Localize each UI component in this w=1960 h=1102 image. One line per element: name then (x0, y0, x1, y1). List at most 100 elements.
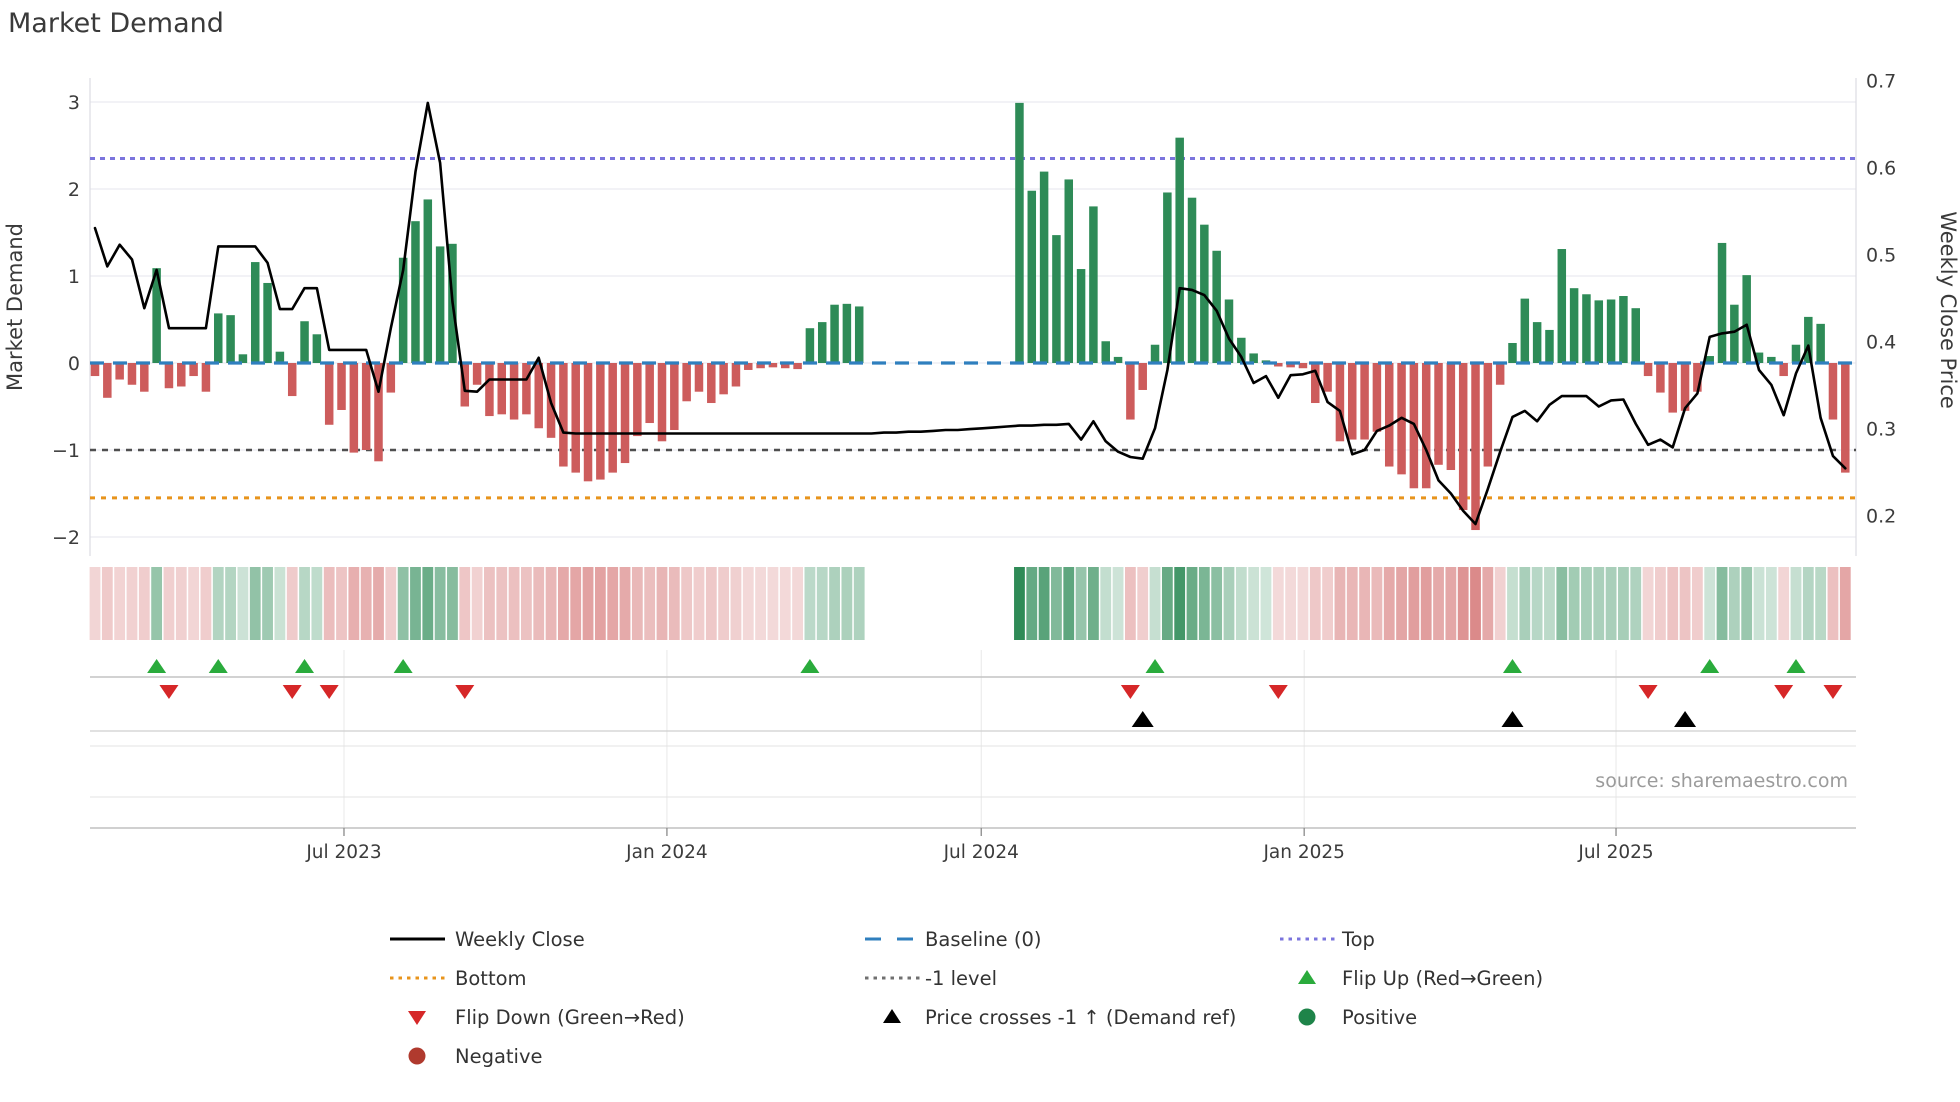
flip-up-marker (1502, 659, 1522, 673)
demand-bar (657, 363, 667, 442)
y-tick-label-right: 0.7 (1866, 70, 1896, 92)
heatmap-cell (1285, 567, 1297, 640)
demand-bar (189, 363, 198, 377)
heatmap-cell (570, 567, 582, 640)
legend-item-label: Baseline (0) (925, 928, 1042, 951)
heatmap-cell (138, 567, 150, 640)
heatmap-cell (841, 567, 853, 640)
heatmap-cell (422, 567, 434, 640)
flip-down-marker (159, 685, 179, 699)
demand-bar (250, 262, 260, 363)
y-tick-label-left: 3 (68, 92, 80, 114)
heatmap-cell (1161, 567, 1173, 640)
y-tick-label-right: 0.3 (1866, 418, 1896, 440)
demand-bar (682, 363, 691, 402)
heatmap-cell (175, 567, 187, 640)
demand-bar (1569, 288, 1579, 363)
heatmap-cell (1186, 567, 1198, 640)
heatmap-cell (1371, 567, 1383, 640)
demand-bar (1532, 322, 1542, 363)
demand-bar (1742, 275, 1751, 363)
demand-bar (1717, 242, 1727, 363)
heatmap-cell (1396, 567, 1407, 640)
heatmap-cell (681, 567, 693, 640)
heatmap-cell (1482, 567, 1494, 640)
heatmap-cell (1088, 567, 1099, 640)
demand-bar (411, 221, 420, 363)
heatmap-cell (779, 567, 791, 640)
heatmap-cell (730, 567, 742, 640)
heatmap-cell (1741, 567, 1753, 640)
demand-bar (1237, 337, 1246, 363)
heatmap-cell (1507, 567, 1518, 640)
demand-bar (1446, 363, 1456, 471)
legend-swatch-triangle-up (883, 1009, 901, 1023)
legend-item-label: Flip Down (Green→Red) (455, 1006, 685, 1029)
demand-bar (435, 246, 445, 363)
heatmap-cell (816, 567, 828, 640)
demand-bar (559, 363, 568, 467)
demand-bar (1816, 323, 1825, 363)
y-tick-label-right: 0.5 (1866, 244, 1896, 266)
heatmap-cell (705, 567, 717, 640)
heatmap-cell (1827, 567, 1839, 640)
heatmap-cell (1568, 567, 1580, 640)
flip-up-marker (1145, 659, 1165, 673)
demand-bar (1372, 363, 1382, 432)
heatmap-cell (1211, 567, 1223, 640)
heatmap-cell (101, 567, 113, 640)
heatmap-cell (471, 567, 483, 640)
flip-down-marker (455, 685, 475, 699)
demand-bar (201, 363, 211, 392)
heatmap-cell (348, 567, 360, 640)
heatmap-cell (1038, 567, 1050, 640)
demand-bar (1730, 304, 1739, 363)
heatmap-cell (1790, 567, 1802, 640)
heatmap-cell (1778, 567, 1790, 640)
heatmap-cell (114, 567, 126, 640)
heatmap-cell (792, 567, 803, 640)
gridlines (89, 78, 1857, 556)
legend-swatch-circle (1298, 1008, 1316, 1026)
demand-bar (1434, 363, 1443, 465)
demand-bar (1693, 363, 1702, 392)
heatmap-cell (1124, 567, 1136, 640)
page-title: Market Demand (8, 8, 224, 39)
tick-labels: Jul 2023 Jan 2024 Jul 2024 Jan 2025 Jul 2025… (52, 70, 1896, 863)
demand-bar (90, 363, 100, 377)
x-tick-label: Jan 2024 (625, 842, 707, 863)
heatmap-cell (1457, 567, 1469, 640)
heatmap-cell (89, 567, 101, 640)
heatmap-cell (1728, 567, 1740, 640)
demand-bar (1150, 344, 1160, 363)
demand-bar (1483, 363, 1493, 467)
heatmap-cell (459, 567, 471, 640)
heatmap-cell (1137, 567, 1149, 640)
demand-bar (1594, 300, 1604, 363)
heatmap-cell (447, 567, 458, 640)
demand-bar (633, 363, 642, 437)
reference-lines (90, 157, 1856, 500)
y-tick-label-right: 0.6 (1866, 157, 1896, 179)
heatmap-cell (1100, 567, 1112, 640)
demand-bar (337, 363, 346, 410)
demand-bar (1163, 192, 1172, 363)
x-tick-label: Jul 2024 (943, 842, 1019, 863)
heatmap-cell (1581, 567, 1592, 640)
demand-bar (1471, 363, 1480, 531)
demand-bar (1249, 353, 1258, 363)
heatmap-cell (1272, 567, 1284, 640)
heatmap-cell (1605, 567, 1617, 640)
demand-bar (1557, 249, 1567, 363)
heatmap-cell (557, 567, 569, 640)
demand-bar (1779, 363, 1788, 377)
flip-down-marker (319, 685, 339, 699)
heatmap-cell (1334, 567, 1346, 640)
demand-bar (756, 363, 765, 369)
heatmap-cell (1839, 567, 1851, 640)
demand-bar (1520, 298, 1530, 363)
demand-bar (768, 363, 778, 368)
heatmap-cell (225, 567, 236, 640)
demand-bar (287, 363, 297, 397)
demand-bar (1680, 363, 1690, 411)
